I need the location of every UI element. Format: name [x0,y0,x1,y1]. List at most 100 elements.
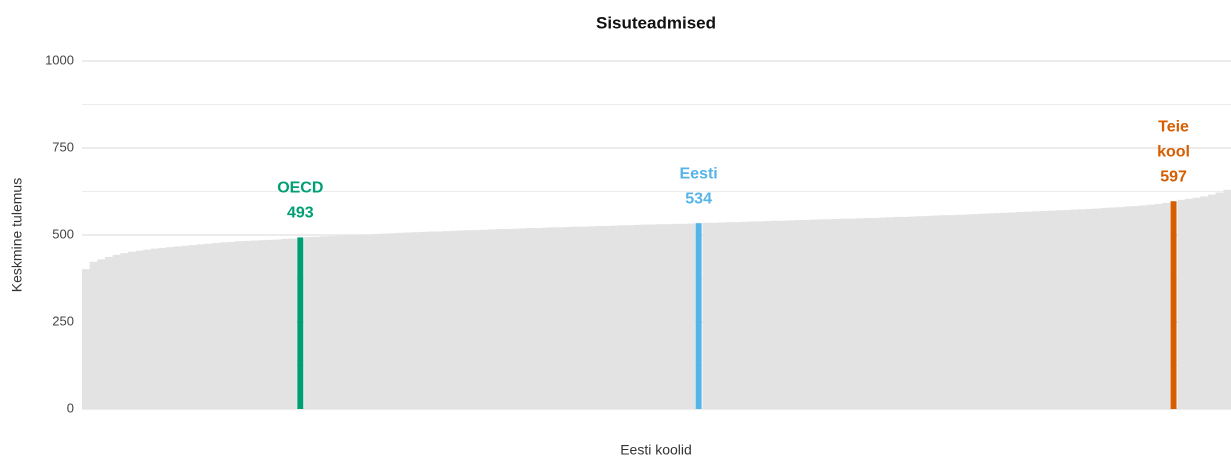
bar [1146,204,1155,409]
bar [825,219,834,409]
bar [166,247,175,409]
bar [204,243,213,409]
bar [1062,209,1071,409]
y-tick-label: 500 [52,226,74,241]
bar [725,222,734,409]
bar [189,245,198,409]
bar [273,239,282,409]
bar [388,233,397,409]
bar [143,249,152,409]
bar [878,217,887,409]
bar [886,217,895,409]
bar [281,238,290,409]
bar [350,235,359,409]
chart-title: Sisuteadmised [596,13,716,32]
bar [916,216,925,409]
bar [212,243,221,409]
bar [756,221,765,409]
bar [909,216,918,409]
highlight-value: 597 [1160,168,1187,185]
bar [82,269,91,409]
bar [733,222,742,409]
bar [104,256,114,409]
bar [480,229,489,409]
bar [1208,194,1217,409]
bar [1185,198,1194,409]
y-tick-label: 250 [52,313,74,328]
bar [219,242,228,409]
bar [802,220,811,409]
bar [740,221,749,409]
bar [487,229,497,409]
bar [135,250,144,409]
bar [311,236,320,409]
bar [495,229,504,409]
bar [549,227,558,409]
bar [1123,206,1132,409]
bar [978,213,987,409]
bar [235,241,244,409]
highlight-label: OECD [277,180,323,197]
bar [242,240,251,409]
bar [1100,207,1109,409]
bar [1077,209,1086,409]
y-axis-title: Keskmine tulemus [9,178,25,292]
bar [265,239,274,409]
bar [893,216,903,409]
bar [664,224,673,409]
bar [771,220,780,409]
bar [97,259,106,409]
bar [334,235,343,409]
bar [656,224,665,409]
bar [648,224,657,409]
bar [1093,208,1102,409]
bar [526,228,535,409]
bar [503,229,512,409]
bar [779,220,788,409]
bar [89,261,98,409]
bar [993,213,1002,409]
bar [985,213,994,409]
highlight-label: Teie [1158,118,1189,135]
bar [1016,212,1025,409]
bar [848,218,857,409]
bar [710,222,719,409]
bar [717,222,726,409]
highlight-bar [695,223,702,409]
bar [403,232,412,409]
bar [1108,207,1117,409]
bar [1215,192,1224,409]
bar [1177,199,1186,409]
bar [1001,212,1010,409]
bar [419,231,428,409]
bar [817,219,826,409]
bar [832,218,841,409]
bar [380,233,389,409]
bar [1008,212,1017,409]
bar [472,230,481,409]
bar [572,226,581,409]
bar [258,240,267,409]
bar [304,237,313,409]
bar [579,226,588,409]
bar [939,215,948,409]
bar [373,233,382,409]
bar [1223,189,1231,409]
bar [1162,202,1171,409]
bar [970,214,979,409]
highlight-value: 493 [287,205,314,222]
bar [947,215,956,409]
bar [595,225,604,409]
bar [1154,204,1163,409]
bar [127,251,137,409]
bar [465,230,474,409]
bar [1200,196,1209,409]
bar [763,221,772,409]
bar [1024,211,1033,409]
bar [786,220,795,409]
bar [610,225,619,409]
bar [794,220,803,409]
bar [365,234,374,409]
bar [181,245,190,409]
